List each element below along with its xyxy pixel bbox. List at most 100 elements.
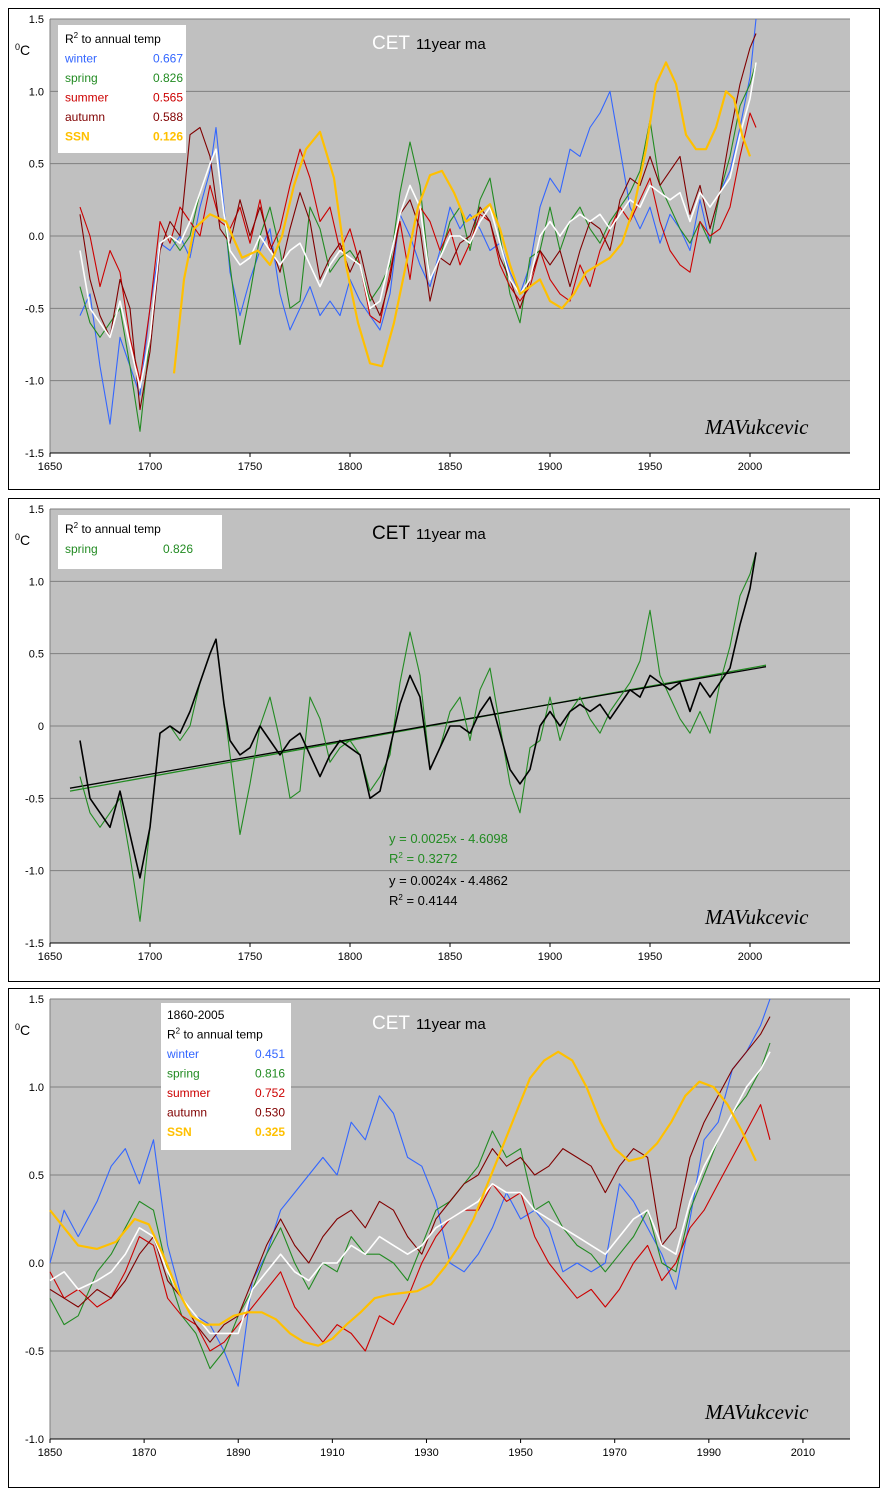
legend-value-spring: 0.826: [153, 71, 183, 85]
y-tick-label: 0.5: [29, 1170, 44, 1182]
x-tick-label: 1850: [38, 1447, 62, 1459]
trendline-2: [69, 666, 767, 789]
y-tick-label: 0.0: [29, 1258, 44, 1270]
chart-panel-1: -1.5 -1.0 -0.5 0.0 0.5 1.0 1.5 1650 1700 1750 1800…: [8, 8, 880, 490]
legend-label-spring: spring: [65, 71, 98, 85]
series-line-spring: [79, 62, 757, 432]
y-tick-label: -0.5: [25, 303, 44, 315]
x-tick-label: 1850: [438, 951, 462, 963]
series-line-winter: [79, 18, 757, 425]
chart-title: CET 11year ma: [372, 523, 486, 544]
legend-value-ssn: 0.126: [153, 130, 183, 144]
legend-value-spring: 0.816: [255, 1067, 285, 1081]
legend-value-ssn: 0.325: [255, 1125, 285, 1139]
legend-label-spring: spring: [65, 542, 98, 556]
legend-label-winter: winter: [64, 52, 97, 66]
x-tick-label: 1910: [320, 1447, 344, 1459]
author-signature: MAVukcevic: [704, 905, 809, 929]
y-tick-label: 0.5: [29, 649, 44, 661]
series-line-winter: [49, 998, 771, 1387]
y-unit-label: 0C: [15, 42, 30, 58]
y-tick-label: 0: [38, 721, 44, 733]
x-tick-label: 1750: [238, 461, 262, 473]
x-tick-label: 1950: [638, 951, 662, 963]
legend-value-autumn: 0.530: [255, 1106, 285, 1120]
legend-label-autumn: autumn: [65, 110, 105, 124]
x-tick-label: 1650: [38, 951, 62, 963]
trend-r2-1: R2 = 0.3272: [389, 851, 457, 866]
series-line-SSN: [49, 1050, 757, 1347]
legend-box: [58, 25, 186, 153]
y-tick-label: -1.0: [25, 866, 44, 878]
y-tick-label: -1.5: [25, 938, 44, 950]
legend-label-summer: summer: [65, 91, 108, 105]
legend-label-ssn: SSN: [65, 130, 90, 144]
x-tick-label: 1930: [414, 1447, 438, 1459]
legend-value-summer: 0.565: [153, 91, 183, 105]
x-tick-label: 1750: [238, 951, 262, 963]
series-line-annual: [79, 552, 757, 879]
y-tick-label: 1.0: [29, 86, 44, 98]
y-tick-label: 1.5: [29, 994, 44, 1006]
x-tick-label: 1800: [338, 951, 362, 963]
x-tick-label: 1950: [638, 461, 662, 473]
series-line-spring: [79, 552, 757, 922]
legend-value-winter: 0.451: [255, 1047, 285, 1061]
x-tick-label: 1970: [602, 1447, 626, 1459]
x-tick-label: 1950: [508, 1447, 532, 1459]
y-tick-label: -0.5: [25, 793, 44, 805]
trend-equation-1: y = 0.0025x - 4.6098: [389, 831, 508, 846]
y-tick-label: 0.5: [29, 159, 44, 171]
legend-label-autumn: autumn: [167, 1106, 207, 1120]
legend-label-ssn: SSN: [167, 1125, 192, 1139]
legend-label-spring: spring: [167, 1067, 200, 1081]
x-tick-label: 1700: [138, 461, 162, 473]
x-tick-label: 1850: [438, 461, 462, 473]
legend-box: [161, 1003, 291, 1150]
x-tick-label: 1900: [538, 951, 562, 963]
y-tick-label: 1.5: [29, 14, 44, 26]
x-tick-label: 1650: [38, 461, 62, 473]
x-tick-label: 2000: [738, 951, 762, 963]
series-line-autumn: [49, 1016, 771, 1343]
chart-panel-3: -1.0 -0.5 0.0 0.5 1.0 1.5 1850 1870 1890 1910 1930…: [8, 988, 880, 1488]
x-tick-label: 1870: [132, 1447, 156, 1459]
legend-value-spring: 0.826: [163, 542, 193, 556]
trend-r2-2: R2 = 0.4144: [389, 893, 457, 908]
series-line-spring: [49, 1042, 771, 1370]
legend-header: R2 to annual temp: [65, 521, 161, 536]
legend-value-summer: 0.752: [255, 1086, 285, 1100]
trendline-1: [69, 664, 767, 792]
series-line-autumn: [79, 33, 757, 411]
x-tick-label: 1890: [226, 1447, 250, 1459]
x-tick-label: 2010: [791, 1447, 815, 1459]
chart-title: CET 11year ma: [372, 33, 486, 54]
cet-chart-all-seasons: -1.5 -1.0 -0.5 0.0 0.5 1.0 1.5 1650 1700 1750 1800…: [15, 14, 850, 473]
y-tick-label: -1.0: [25, 1434, 44, 1446]
x-tick-label: 2000: [738, 461, 762, 473]
series-line-summer: [49, 1104, 771, 1352]
chart-panel-2: -1.5 -1.0 -0.5 0 0.5 1.0 1.5 1650 1700 1750 1800 18…: [8, 498, 880, 982]
legend-label-winter: winter: [166, 1047, 199, 1061]
legend-header: R2 to annual temp: [65, 31, 161, 46]
y-tick-label: -1.0: [25, 376, 44, 388]
y-tick-label: 0.0: [29, 231, 44, 243]
series-line-SSN: [172, 61, 752, 374]
trend-equation-2: y = 0.0024x - 4.4862: [389, 873, 508, 888]
y-tick-label: 1.0: [29, 576, 44, 588]
author-signature: MAVukcevic: [704, 1400, 809, 1424]
chart-title: CET 11year ma: [372, 1013, 486, 1034]
x-tick-label: 1800: [338, 461, 362, 473]
legend-value-autumn: 0.588: [153, 110, 183, 124]
y-tick-label: 1.0: [29, 1082, 44, 1094]
legend-period: 1860-2005: [167, 1008, 225, 1022]
x-tick-label: 1700: [138, 951, 162, 963]
cet-chart-1850-2010: -1.0 -0.5 0.0 0.5 1.0 1.5 1850 1870 1890 1910 1930…: [15, 994, 850, 1459]
y-tick-label: -0.5: [25, 1346, 44, 1358]
series-line-annual: [79, 62, 757, 389]
y-unit-label: 0C: [15, 532, 30, 548]
y-unit-label: 0C: [15, 1022, 30, 1038]
legend-value-winter: 0.667: [153, 52, 183, 66]
legend-label-summer: summer: [167, 1086, 210, 1100]
y-tick-label: -1.5: [25, 448, 44, 460]
